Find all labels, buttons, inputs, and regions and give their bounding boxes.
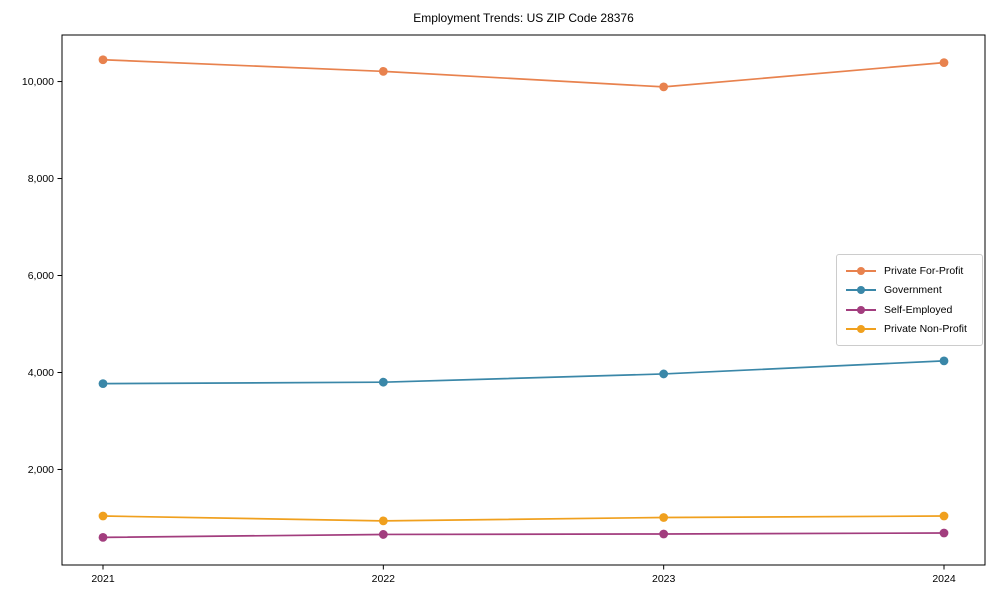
data-point-marker <box>939 356 949 366</box>
data-point-marker <box>659 369 669 379</box>
data-point-marker <box>939 58 949 68</box>
y-tick-label: 8,000 <box>28 173 54 185</box>
x-axis-ticks: 2021 2022 2023 2024 <box>91 565 956 585</box>
data-point-marker <box>378 66 388 76</box>
data-point-marker <box>939 511 949 521</box>
legend-label: Private Non-Profit <box>884 323 967 336</box>
legend-item-self-employed: Self-Employed <box>846 301 973 318</box>
y-tick-label: 10,000 <box>22 76 54 88</box>
series-line <box>102 532 945 539</box>
legend-item-private-non-profit: Private Non-Profit <box>846 321 973 338</box>
data-point-marker <box>659 82 669 92</box>
series-private-non-profit <box>98 511 949 526</box>
x-tick-label: 2022 <box>372 573 396 585</box>
y-tick-label: 6,000 <box>28 270 54 282</box>
legend: Private For-Profit Government Self-Emplo… <box>836 254 983 346</box>
series-self-employed <box>98 528 949 542</box>
line-marker-icon <box>846 324 876 334</box>
data-point-marker <box>98 55 108 65</box>
chart-title: Employment Trends: US ZIP Code 28376 <box>413 11 634 25</box>
x-tick-label: 2023 <box>652 573 676 585</box>
legend-label: Government <box>884 284 942 297</box>
data-point-marker <box>378 516 388 526</box>
legend-label: Private For-Profit <box>884 264 964 277</box>
line-marker-icon <box>846 305 876 315</box>
x-tick-label: 2021 <box>91 573 115 585</box>
legend-item-government: Government <box>846 282 973 299</box>
legend-item-private-for-profit: Private For-Profit <box>846 262 973 279</box>
line-marker-icon <box>846 285 876 295</box>
series-private-for-profit <box>98 55 949 92</box>
data-point-marker <box>98 532 108 542</box>
series-line <box>102 515 945 522</box>
data-point-marker <box>378 377 388 387</box>
series-line <box>102 58 945 88</box>
series-government <box>98 356 949 389</box>
data-point-marker <box>939 528 949 538</box>
data-point-marker <box>98 511 108 521</box>
data-point-marker <box>98 379 108 389</box>
data-point-marker <box>659 529 669 539</box>
axes-frame <box>61 34 986 566</box>
line-marker-icon <box>846 266 876 276</box>
x-tick-label: 2024 <box>932 573 956 585</box>
y-axis-ticks: 2,000 4,000 6,000 8,000 10,000 <box>22 76 62 476</box>
data-point-marker <box>378 530 388 539</box>
series-line <box>102 360 945 385</box>
legend-label: Self-Employed <box>884 303 953 316</box>
data-point-marker <box>659 513 669 522</box>
y-tick-label: 4,000 <box>28 367 54 379</box>
y-tick-label: 2,000 <box>28 464 54 476</box>
